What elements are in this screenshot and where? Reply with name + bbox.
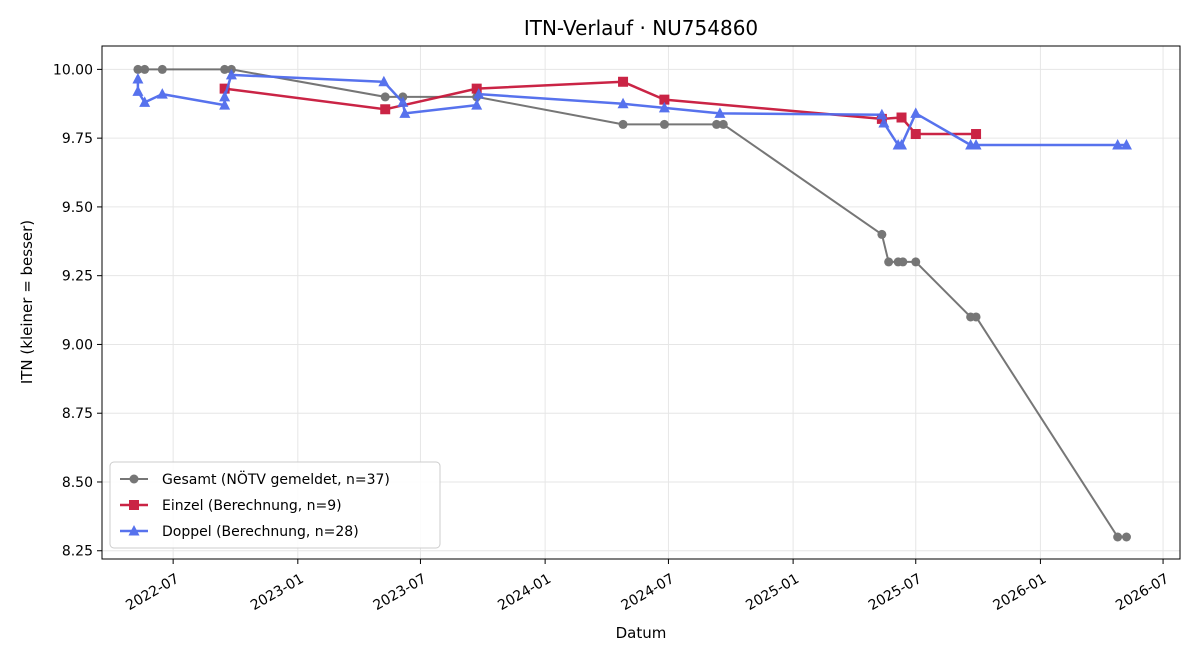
series-3 [132, 68, 1132, 150]
plot-area [132, 64, 1132, 542]
data-point [139, 96, 151, 107]
data-point [911, 257, 921, 267]
legend-label: Gesamt (NÖTV gemeldet, n=37) [162, 470, 390, 488]
data-point [1121, 532, 1131, 542]
data-point [714, 107, 726, 118]
data-point [910, 107, 922, 118]
data-point [1120, 139, 1132, 150]
data-point [219, 90, 231, 102]
legend-marker [129, 474, 139, 484]
legend: Gesamt (NÖTV gemeldet, n=37) Einzel (Bere… [109, 461, 441, 549]
data-point [877, 229, 887, 239]
data-point [219, 99, 231, 110]
data-point [970, 139, 982, 150]
data-point [399, 107, 411, 118]
data-point [471, 83, 482, 94]
data-point [910, 129, 921, 140]
y-tick-label: 8.50 [62, 475, 93, 491]
chart-title: ITN-Verlauf · NU754860 [524, 16, 758, 40]
data-point [225, 68, 237, 80]
y-tick-label: 8.75 [62, 406, 93, 422]
data-point [473, 88, 485, 99]
data-point [878, 117, 890, 128]
legend-marker [128, 525, 140, 536]
data-point [659, 94, 670, 105]
series-2 [219, 76, 982, 140]
data-point [471, 99, 483, 110]
data-point [156, 88, 168, 99]
data-point [896, 139, 908, 150]
legend-label: Doppel (Berechnung, n=28) [162, 524, 359, 540]
x-axis-label: Datum [616, 624, 667, 642]
data-point [380, 104, 391, 115]
y-tick-label: 10.00 [53, 62, 93, 78]
data-point [1112, 139, 1124, 150]
legend-marker [129, 500, 139, 510]
data-point [378, 75, 390, 87]
series-1 [133, 64, 1131, 542]
data-point [132, 73, 144, 84]
series-line [136, 73, 1127, 147]
data-point [659, 119, 669, 129]
data-point [618, 76, 629, 87]
data-point [133, 64, 143, 74]
data-point [157, 64, 167, 74]
y-tick-label: 9.25 [62, 269, 93, 285]
data-point [618, 119, 628, 129]
data-point [876, 108, 888, 120]
data-point [132, 85, 144, 96]
data-point [617, 97, 629, 109]
data-point [718, 119, 728, 129]
legend-label: Einzel (Berechnung, n=9) [162, 498, 342, 514]
legend-entry [120, 474, 148, 484]
data-point [896, 112, 907, 123]
legend-entry [120, 525, 148, 536]
data-point [1113, 532, 1123, 542]
legend-box [109, 461, 441, 549]
data-point [898, 257, 908, 267]
data-point [712, 119, 722, 129]
data-point [884, 257, 894, 267]
data-point [397, 96, 409, 107]
data-point [220, 64, 230, 74]
data-point [219, 83, 230, 94]
y-axis-label: ITN (kleiner = besser) [18, 220, 36, 384]
data-point [971, 312, 981, 322]
legend-entry [120, 500, 148, 510]
y-tick-label: 9.75 [62, 131, 93, 147]
data-point [971, 129, 982, 140]
data-point [658, 101, 670, 113]
y-tick-label: 8.25 [62, 544, 93, 560]
y-axis: 8.25 8.50 8.75 9.00 9.25 9.50 9.75 10.00 [53, 62, 102, 560]
data-point [140, 64, 150, 74]
y-tick-label: 9.50 [62, 200, 93, 216]
y-tick-label: 9.00 [62, 337, 93, 353]
data-point [380, 92, 390, 102]
axes-frame [101, 45, 1181, 560]
